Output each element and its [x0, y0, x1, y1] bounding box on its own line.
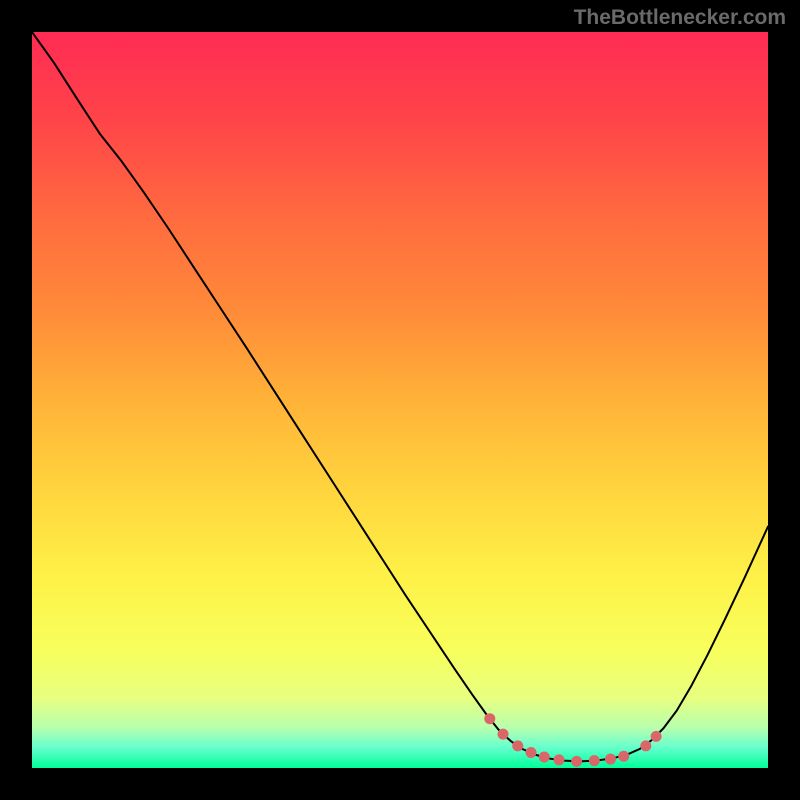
- gradient-background: [32, 32, 768, 768]
- plot-area: [32, 32, 768, 768]
- watermark-text: TheBottlenecker.com: [574, 6, 786, 30]
- chart-container: TheBottlenecker.com: [0, 0, 800, 800]
